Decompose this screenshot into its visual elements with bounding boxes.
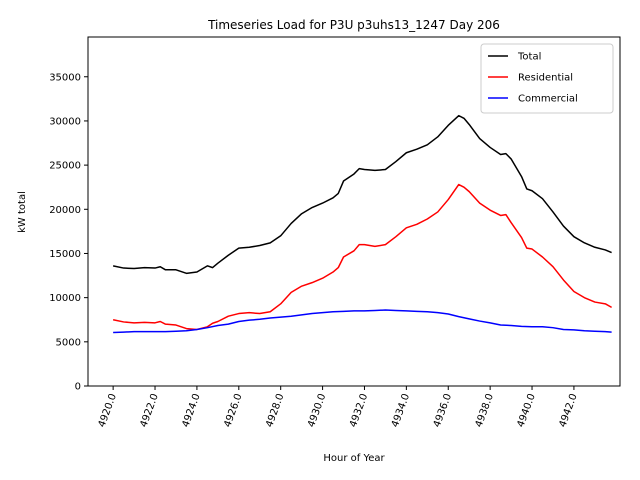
y-tick-label: 20000 — [49, 205, 81, 216]
x-tick-label: 4934.0 — [390, 392, 412, 429]
y-tick-label: 30000 — [49, 116, 81, 127]
x-tick-label: 4928.0 — [264, 392, 286, 429]
y-tick-label: 25000 — [49, 161, 81, 172]
x-tick-label: 4924.0 — [180, 392, 202, 429]
series-line-commercial — [113, 309, 612, 334]
y-tick-label: 0 — [75, 382, 81, 393]
x-tick-label: 4926.0 — [222, 392, 244, 429]
x-tick-label: 4922.0 — [139, 392, 161, 429]
x-tick-label: 4930.0 — [306, 392, 328, 429]
x-tick-label: 4940.0 — [516, 392, 538, 429]
y-tick-label: 15000 — [49, 249, 81, 260]
y-tick-label: 10000 — [49, 293, 81, 304]
legend-box — [480, 43, 614, 114]
legend-label-commercial: Commercial — [518, 94, 578, 105]
x-tick-label: 4920.0 — [97, 392, 119, 429]
x-tick-label: 4932.0 — [348, 392, 370, 429]
y-axis-label: kW total — [17, 191, 28, 233]
legend: Total Residential Commercial — [480, 43, 614, 114]
chart-title: Timeseries Load for P3U p3uhs13_1247 Day… — [207, 18, 500, 32]
y-tick-label: 5000 — [56, 337, 81, 348]
series-line-total — [112, 114, 612, 275]
x-tick-label: 4936.0 — [432, 392, 454, 429]
legend-label-residential: Residential — [518, 73, 573, 84]
axes-frame — [87, 36, 621, 387]
x-axis-label: Hour of Year — [323, 453, 385, 464]
legend-label-total: Total — [517, 52, 541, 63]
x-tick-label: 4942.0 — [557, 392, 579, 429]
x-tick-label: 4938.0 — [474, 392, 496, 429]
series-line-residential — [112, 183, 612, 331]
y-tick-label: 35000 — [49, 72, 81, 83]
